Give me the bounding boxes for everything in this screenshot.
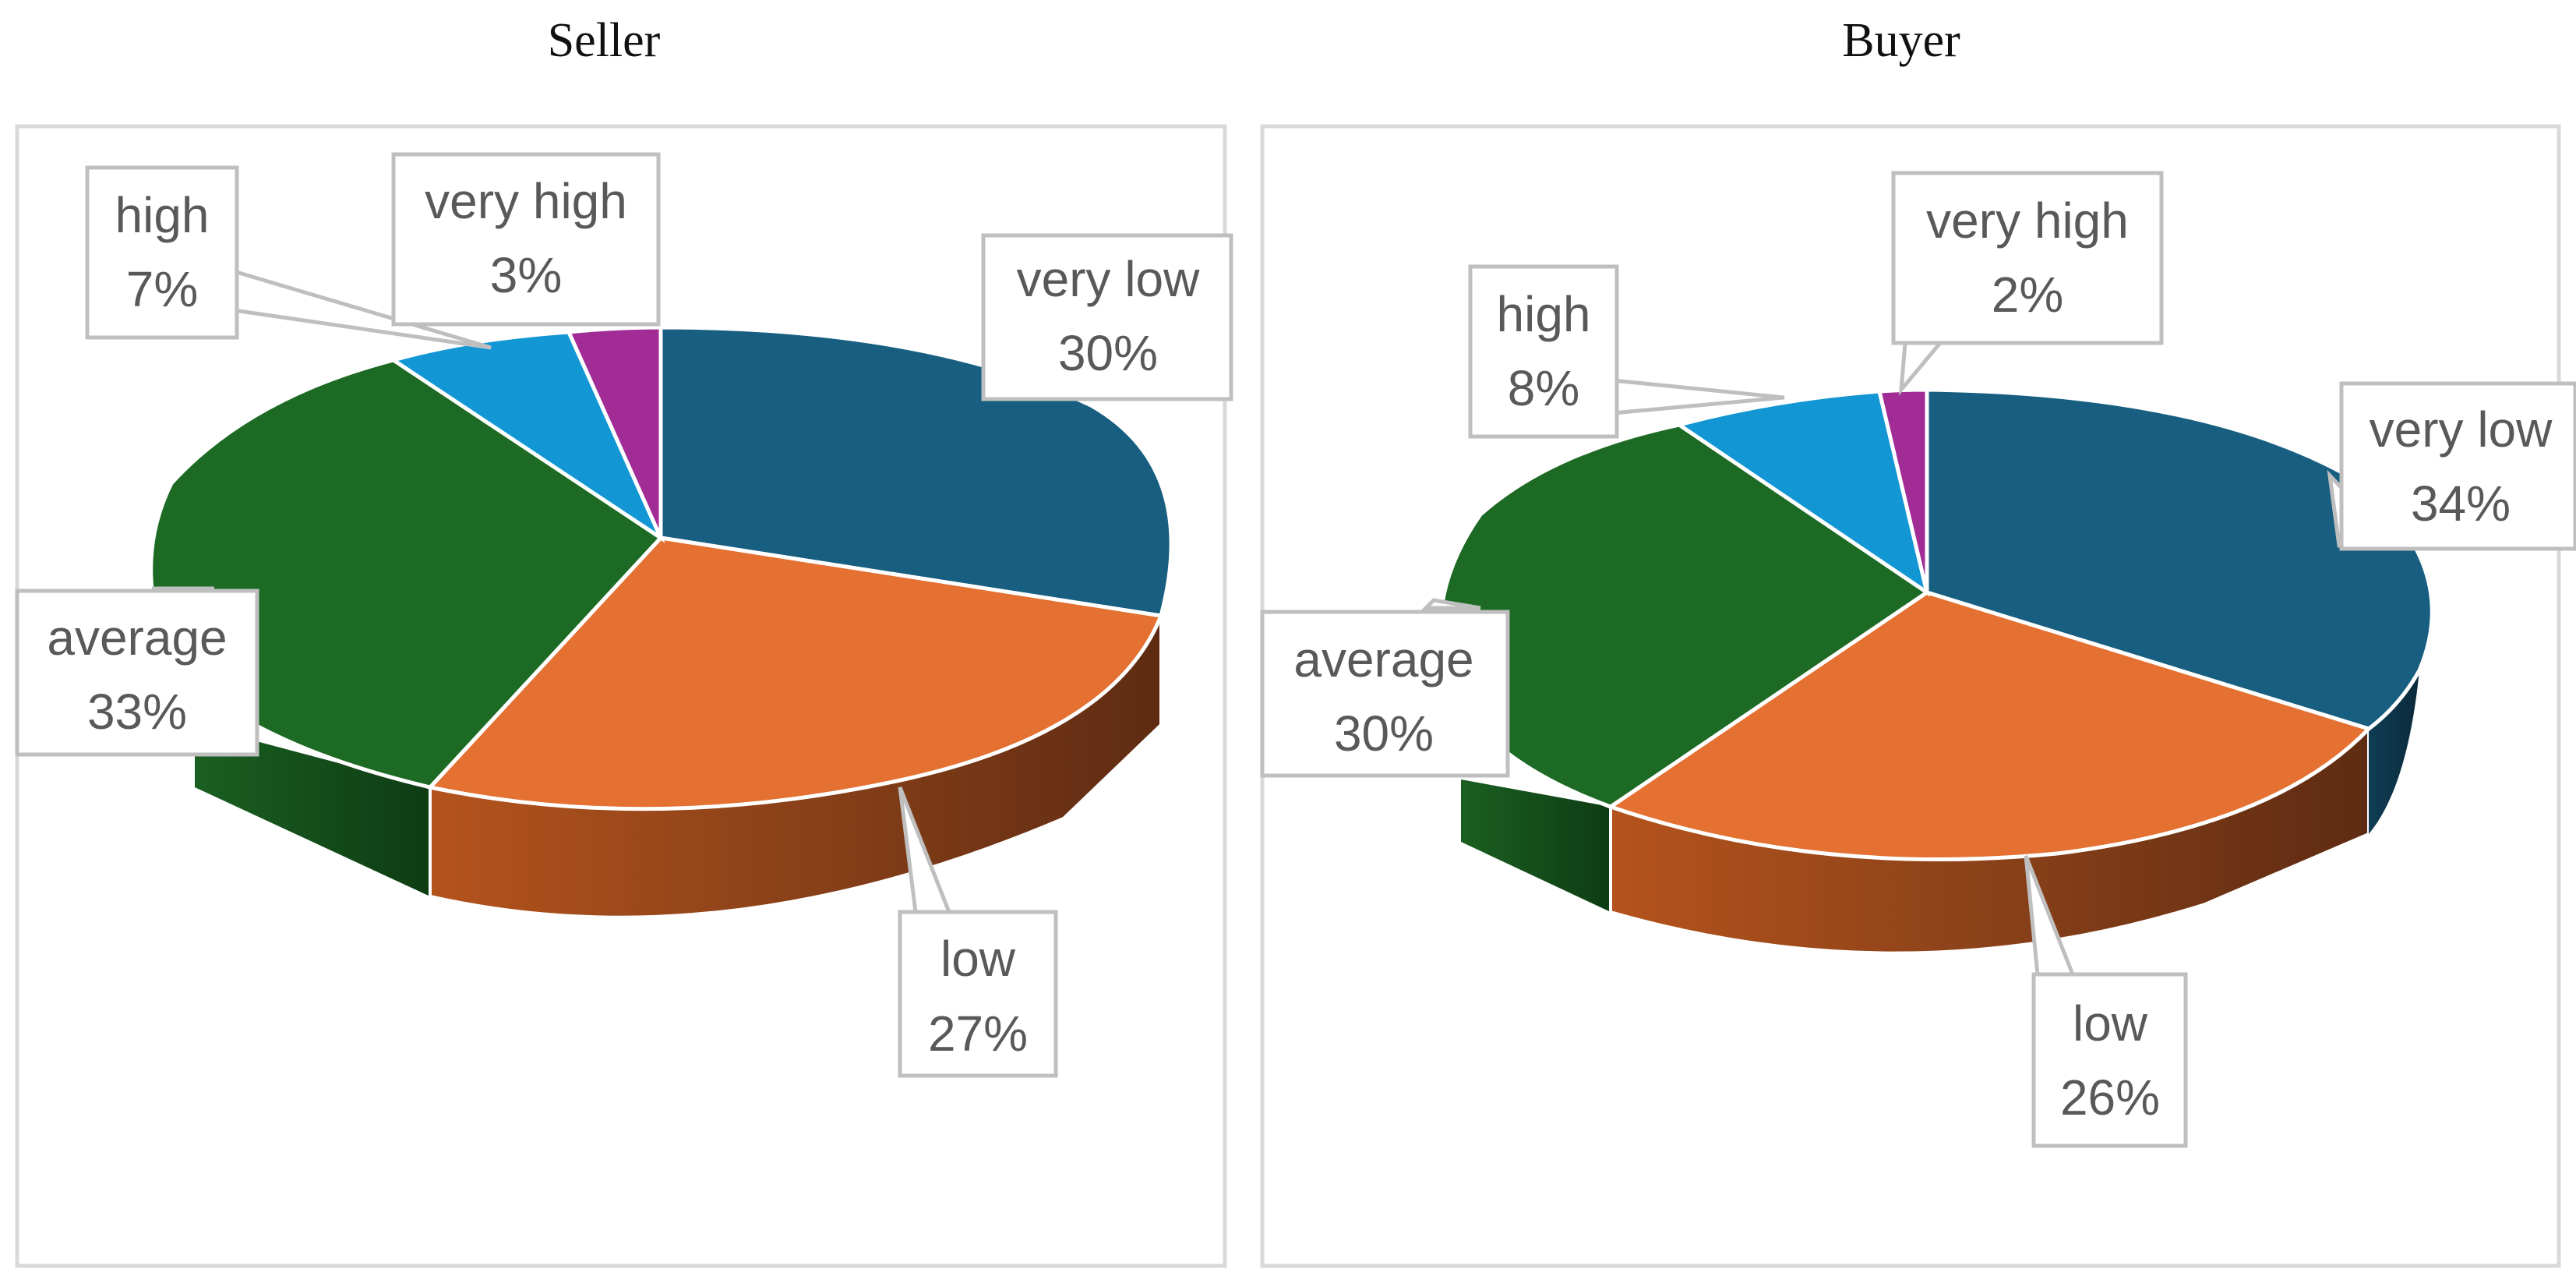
buyer-side-average bbox=[1461, 779, 1611, 912]
buyer-value-very-high: 2% bbox=[1992, 267, 2064, 323]
seller-callout-very-low bbox=[981, 233, 1233, 401]
buyer-value-high: 8% bbox=[1508, 360, 1580, 416]
buyer-value-very-low: 34% bbox=[2411, 475, 2511, 532]
buyer-callout-very-low bbox=[2339, 381, 2576, 551]
buyer-label-high: high bbox=[1497, 286, 1591, 342]
seller-callout-very-high bbox=[391, 152, 661, 327]
buyer-callout-low bbox=[2031, 972, 2188, 1148]
buyer-label-low: low bbox=[2073, 995, 2148, 1052]
seller-callout-average bbox=[15, 589, 259, 757]
seller-callout-high bbox=[85, 165, 239, 340]
seller-label-very-high: very high bbox=[425, 173, 627, 229]
buyer-slice-high[interactable] bbox=[1674, 389, 1930, 597]
seller-chart-title: Seller bbox=[548, 14, 661, 67]
buyer-callout-high bbox=[1468, 264, 1619, 439]
seller-callout-low bbox=[898, 910, 1058, 1078]
seller-value-low: 27% bbox=[928, 1006, 1028, 1062]
seller-slice-very-high[interactable] bbox=[566, 325, 663, 539]
seller-value-high: 7% bbox=[126, 261, 199, 317]
seller-label-average: average bbox=[47, 610, 227, 666]
seller-callouts bbox=[15, 152, 1233, 1078]
buyer-label-very-high: very high bbox=[1926, 193, 2129, 249]
buyer-labels: very low 34% low 26% average 30% high 8%… bbox=[1293, 193, 2553, 1126]
seller-value-average: 33% bbox=[87, 684, 187, 740]
seller-value-very-low: 30% bbox=[1058, 325, 1158, 381]
seller-value-very-high: 3% bbox=[490, 247, 563, 303]
seller-label-low: low bbox=[940, 931, 1016, 987]
seller-label-very-low: very low bbox=[1017, 251, 1201, 307]
seller-slice-average[interactable] bbox=[149, 358, 664, 790]
buyer-label-very-low: very low bbox=[2370, 401, 2553, 458]
seller-label-high: high bbox=[115, 187, 210, 243]
buyer-pie bbox=[1438, 387, 2434, 955]
buyer-slice-average[interactable] bbox=[1438, 422, 1931, 809]
buyer-label-average: average bbox=[1293, 631, 1473, 687]
buyer-chart-title: Buyer bbox=[1842, 14, 1960, 67]
buyer-value-low: 26% bbox=[2060, 1069, 2160, 1126]
buyer-slice-low[interactable] bbox=[1606, 590, 2373, 861]
buyer-callouts bbox=[1260, 171, 2576, 1148]
seller-pie bbox=[149, 325, 1173, 919]
buyer-callout-very-high bbox=[1891, 171, 2164, 345]
seller-labels: very low 30% low 27% average 33% high 7%… bbox=[47, 173, 1200, 1062]
buyer-callout-average bbox=[1260, 610, 1510, 778]
seller-side-average bbox=[195, 725, 430, 896]
seller-slice-low[interactable] bbox=[426, 535, 1164, 811]
buyer-value-average: 30% bbox=[1334, 705, 1434, 762]
buyer-leader-average bbox=[1420, 598, 1481, 610]
buyer-side-very-low bbox=[2369, 670, 2419, 834]
